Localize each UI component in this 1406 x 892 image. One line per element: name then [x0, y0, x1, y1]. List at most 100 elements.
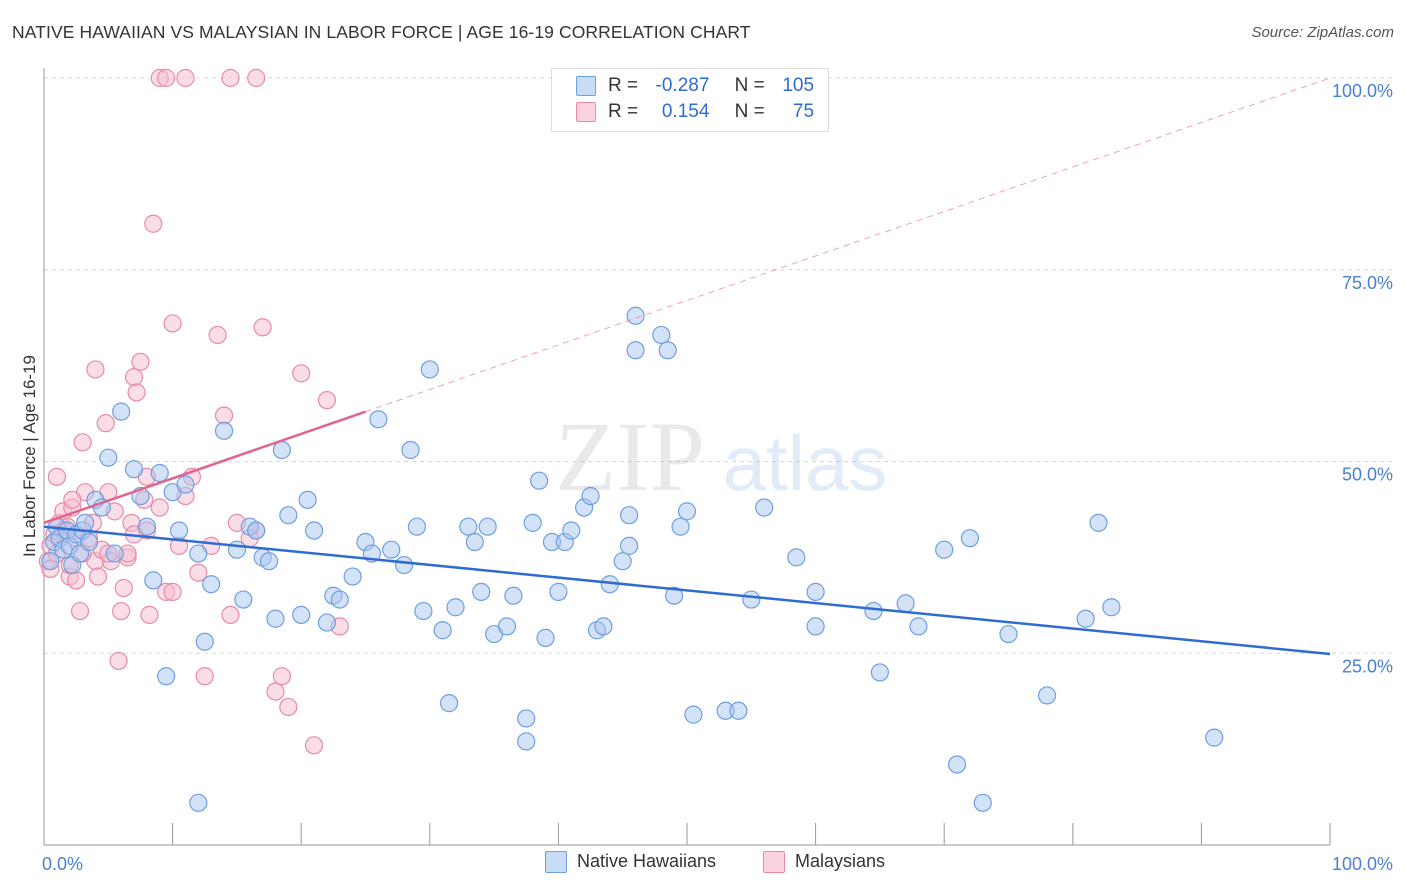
legend-n-value: 75 [792, 101, 815, 122]
malaysian-point [189, 563, 208, 582]
malaysian-point [150, 498, 169, 517]
native-hawaiian-point [247, 521, 266, 540]
legend-n-label: N = [734, 75, 765, 96]
native-hawaiian-point [478, 517, 497, 536]
watermark-zip: ZIP [555, 401, 705, 512]
bottom-legend-swatch-pink [763, 851, 785, 874]
native-hawaiian-point [169, 521, 189, 540]
native-hawaiian-point [298, 490, 317, 509]
bottom-legend-label: Native Hawaiians [577, 851, 717, 871]
malaysian-point [109, 651, 128, 671]
native-hawaiian-point [973, 793, 992, 812]
native-hawaiian-point [189, 544, 208, 563]
native-hawaiian-point [330, 590, 349, 609]
malaysian-point [131, 352, 150, 371]
bottom-legend-malaysians: Malaysians [763, 851, 886, 874]
native-hawaiian-point [459, 517, 478, 536]
native-hawaiian-point [497, 617, 517, 636]
malaysian-point [272, 667, 292, 686]
native-hawaiian-point [729, 701, 748, 720]
tick-labels: 25.0% 50.0% 75.0% 100.0% 0.0% 100.0% [42, 81, 1393, 874]
native-hawaiian-point [157, 667, 176, 686]
native-hawaiian-point [594, 617, 613, 636]
native-hawaiian-point [124, 460, 144, 479]
malaysian-point [96, 414, 115, 433]
native-hawaiian-point [935, 540, 954, 559]
legend-swatch-pink [576, 101, 596, 122]
native-hawaiian-point [439, 694, 459, 713]
x-tick-label: 0.0% [42, 854, 83, 874]
malaysian-point [253, 318, 272, 337]
y-tick-label: 50.0% [1342, 465, 1393, 485]
malaysian-point [114, 578, 133, 598]
malaysian-point [221, 68, 240, 88]
malaysian-point [163, 582, 182, 601]
native-hawaiian-point [202, 575, 221, 594]
native-hawaiian-point [227, 540, 246, 559]
malaysian-point [127, 383, 146, 402]
native-hawaiian-point [677, 502, 697, 521]
native-hawaiian-point [517, 732, 536, 751]
malaysians-trend-extension [365, 77, 1331, 413]
malaysian-point [112, 601, 131, 621]
correlation-legend: R = -0.287 N = 105 R = 0.154 N = 75 [551, 68, 829, 132]
native-hawaiian-point [909, 617, 928, 636]
native-hawaiian-point [292, 605, 311, 625]
native-hawaiian-point [137, 517, 156, 536]
bottom-legend-label: Malaysians [795, 851, 886, 871]
malaysian-point [157, 68, 176, 88]
malaysian-point [195, 667, 214, 686]
malaysian-point [73, 433, 92, 452]
malaysian-point [266, 682, 285, 701]
native-hawaiian-point [549, 582, 568, 601]
native-hawaiian-point [806, 617, 825, 636]
gridlines [44, 77, 1395, 654]
native-hawaiian-point [504, 586, 523, 605]
native-hawaiian-point [530, 471, 549, 490]
native-hawaiian-point [806, 582, 825, 601]
native-hawaiian-point [414, 601, 433, 621]
native-hawaiian-point [684, 705, 703, 724]
native-hawaiian-point [947, 755, 967, 774]
native-hawaiians-points [41, 306, 1224, 812]
legend-r-value: 0.154 [661, 101, 710, 122]
native-hawaiian-point [1076, 609, 1095, 628]
native-hawaiian-point [105, 544, 124, 563]
native-hawaiian-point [304, 521, 324, 540]
native-hawaiian-point [420, 360, 439, 379]
y-tick-label: 25.0% [1342, 656, 1393, 676]
native-hawaiian-point [523, 513, 542, 532]
native-hawaiian-point [626, 341, 645, 360]
malaysians-trend-line [43, 410, 366, 525]
native-hawaiian-point [536, 628, 555, 648]
native-hawaiian-point [343, 567, 362, 586]
native-hawaiian-point [620, 536, 639, 555]
native-hawaiian-point [1089, 513, 1108, 532]
native-hawaiian-point [150, 463, 169, 483]
legend-n-value: 105 [782, 75, 815, 96]
native-hawaiian-point [896, 594, 915, 613]
native-hawaiian-point [658, 341, 677, 360]
native-hawaiian-point [562, 521, 581, 540]
native-hawaiian-point [960, 529, 980, 548]
y-tick-label: 100.0% [1332, 81, 1393, 101]
native-hawaiian-point [394, 555, 414, 575]
native-hawaiian-point [870, 663, 890, 682]
native-hawaiian-point [144, 571, 163, 590]
legend-r-label: R = [608, 101, 639, 122]
trend-lines [43, 77, 1331, 656]
legend-swatch-blue [576, 75, 596, 96]
native-hawaiian-point [472, 582, 491, 601]
native-hawaiian-point [671, 517, 690, 536]
malaysian-point [67, 571, 86, 590]
native-hawaiian-point [214, 421, 234, 440]
bottom-legend-swatch-blue [545, 851, 567, 874]
native-hawaiian-point [665, 586, 684, 605]
malaysian-point [317, 391, 337, 410]
native-hawaiian-point [613, 552, 632, 571]
native-hawaiian-point [99, 448, 118, 467]
axes [43, 68, 1331, 846]
native-hawaiian-point [41, 552, 60, 571]
malaysian-point [88, 567, 108, 586]
